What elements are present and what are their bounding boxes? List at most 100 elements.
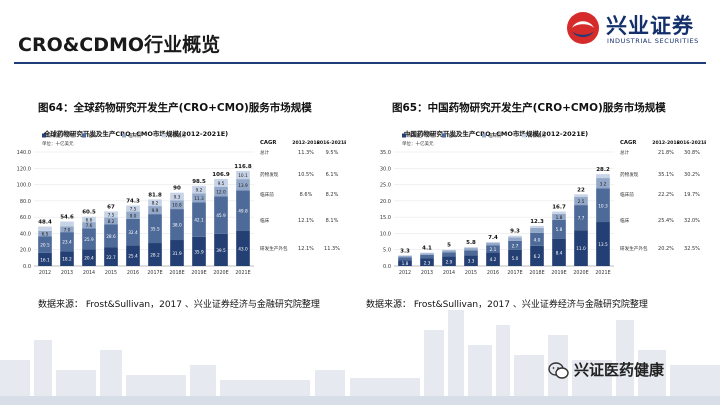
y-tick-label: 120.0 xyxy=(17,166,31,172)
bar-segment xyxy=(574,230,588,266)
y-tick-label: 20.0 xyxy=(20,248,31,254)
bar-value-label: 22.7 xyxy=(106,255,116,261)
x-tick-label: 2019E xyxy=(551,270,566,276)
bar-segment xyxy=(596,188,610,223)
bar-segment xyxy=(464,247,478,249)
city-skyline-decoration xyxy=(0,310,720,405)
bar-value-label: 11.3 xyxy=(194,196,204,202)
bar-total-label: 5.8 xyxy=(466,240,476,246)
bar-segment xyxy=(38,252,52,266)
bar-value-label: 7.7 xyxy=(578,216,585,222)
legend-label: 研发生产外包 xyxy=(408,132,435,139)
bar-value-label: 6.2 xyxy=(534,254,541,260)
bar-total-label: 48.4 xyxy=(38,220,52,226)
bar-value-label: 5.0 xyxy=(512,256,519,262)
figure-64-source: 数据来源： Frost&Sullivan，2017 、兴业证券经济与金融研究院整… xyxy=(38,300,320,310)
title-underline xyxy=(14,62,706,64)
chart-title: 全球药物研究开发及生产CRO+CMO市场规模(2012-2021E) xyxy=(43,129,228,138)
legend-swatch xyxy=(522,133,526,138)
legend-swatch xyxy=(42,133,46,138)
bar-segment xyxy=(398,255,412,256)
bar-segment xyxy=(38,230,52,237)
logo-chinese-name: 兴业证券 xyxy=(606,14,694,38)
cagr-header: 2016-2021E xyxy=(677,140,706,146)
x-tick-label: 2014 xyxy=(83,270,95,276)
cagr-header: CAGR xyxy=(620,140,636,146)
y-tick-label: 0.0 xyxy=(383,264,391,270)
bar-segment xyxy=(420,252,434,254)
y-tick-label: 30.0 xyxy=(380,166,391,172)
bar-value-label: 2.7 xyxy=(512,243,519,249)
bar-value-label: 16.1 xyxy=(40,257,50,263)
bar-segment xyxy=(82,249,96,266)
x-tick-label: 2017E xyxy=(147,270,162,276)
y-tick-label: 100.0 xyxy=(17,183,31,189)
y-tick-label: 35.0 xyxy=(380,150,391,156)
y-tick-label: 5.0 xyxy=(383,248,391,254)
bar-segment xyxy=(82,216,96,223)
bar-segment xyxy=(148,243,162,266)
bar-segment xyxy=(508,237,522,241)
cagr-header: 2016-2021E xyxy=(317,140,346,146)
bar-value-label: 35.5 xyxy=(150,227,160,233)
bar-value-label: 12.0 xyxy=(216,190,226,196)
bar-value-label: 7.5 xyxy=(130,207,137,213)
bar-value-label: 42.1 xyxy=(194,218,204,224)
bar-segment xyxy=(486,252,500,266)
bar-segment xyxy=(552,219,566,239)
bar-total-label: 28.2 xyxy=(596,167,610,173)
bar-segment xyxy=(420,254,434,259)
bar-segment xyxy=(486,245,500,253)
bar-segment xyxy=(574,196,588,206)
bar-value-label: 9.5 xyxy=(218,181,225,187)
bar-value-label: 6.5 xyxy=(42,232,49,238)
cagr-value: 19.7% xyxy=(684,192,700,198)
cagr-value: 12.1% xyxy=(298,218,314,224)
bar-value-label: 1.8 xyxy=(402,261,409,267)
bar-segment xyxy=(552,211,566,214)
chart-title: 中国药物研究开发及生产CRO+CMO市场规模(2012-2021E) xyxy=(404,129,588,138)
bar-segment xyxy=(464,250,478,256)
y-tick-label: 20.0 xyxy=(380,199,391,205)
wechat-account: 兴证医药健康 xyxy=(548,359,664,381)
bar-segment xyxy=(398,257,412,261)
y-tick-label: 25.0 xyxy=(380,183,391,189)
bar-value-label: 3.3 xyxy=(468,259,475,265)
legend-label: 药物发现 xyxy=(528,132,546,139)
bar-segment xyxy=(464,248,478,251)
bar-value-label: 25.4 xyxy=(128,254,138,260)
bar-value-label: 2.5 xyxy=(578,199,585,205)
bar-segment xyxy=(148,206,162,215)
bar-segment xyxy=(148,214,162,244)
cagr-row-label: 总计 xyxy=(260,149,270,156)
legend-label: 研发生产外包 xyxy=(48,132,75,139)
bar-value-label: 39.5 xyxy=(216,248,226,254)
x-tick-label: 2017E xyxy=(507,270,522,276)
bar-segment xyxy=(104,224,118,248)
bar-segment xyxy=(170,192,184,201)
cagr-value: 25.4% xyxy=(658,218,674,224)
cagr-row-label: 临床前 xyxy=(620,191,634,198)
y-tick-label: 60.0 xyxy=(20,215,31,221)
cagr-value: 12.1% xyxy=(298,246,314,252)
bar-segment xyxy=(38,226,52,231)
bar-value-label: 8.2 xyxy=(152,201,159,207)
bar-value-label: 6.6 xyxy=(86,217,93,223)
bar-segment xyxy=(148,199,162,207)
y-tick-label: 15.0 xyxy=(380,215,391,221)
bar-total-label: 3.3 xyxy=(400,248,410,254)
bar-value-label: 7.5 xyxy=(108,212,115,218)
bar-value-label: 28.2 xyxy=(150,253,160,259)
cagr-value: 11.3% xyxy=(324,246,340,252)
bar-total-label: 74.3 xyxy=(126,198,140,204)
wechat-account-name: 兴证医药健康 xyxy=(574,361,665,379)
logo-mark-icon xyxy=(567,12,599,44)
bar-segment xyxy=(398,255,412,258)
bar-value-label: 1.8 xyxy=(556,215,563,221)
bar-total-label: 12.3 xyxy=(530,219,544,225)
bar-segment xyxy=(398,260,412,266)
bar-value-label: 10.3 xyxy=(598,203,608,209)
cagr-value: 6.1% xyxy=(326,172,339,178)
cagr-row-label: 总计 xyxy=(620,149,630,156)
unit-label: 单位：十亿美元 xyxy=(402,140,434,147)
